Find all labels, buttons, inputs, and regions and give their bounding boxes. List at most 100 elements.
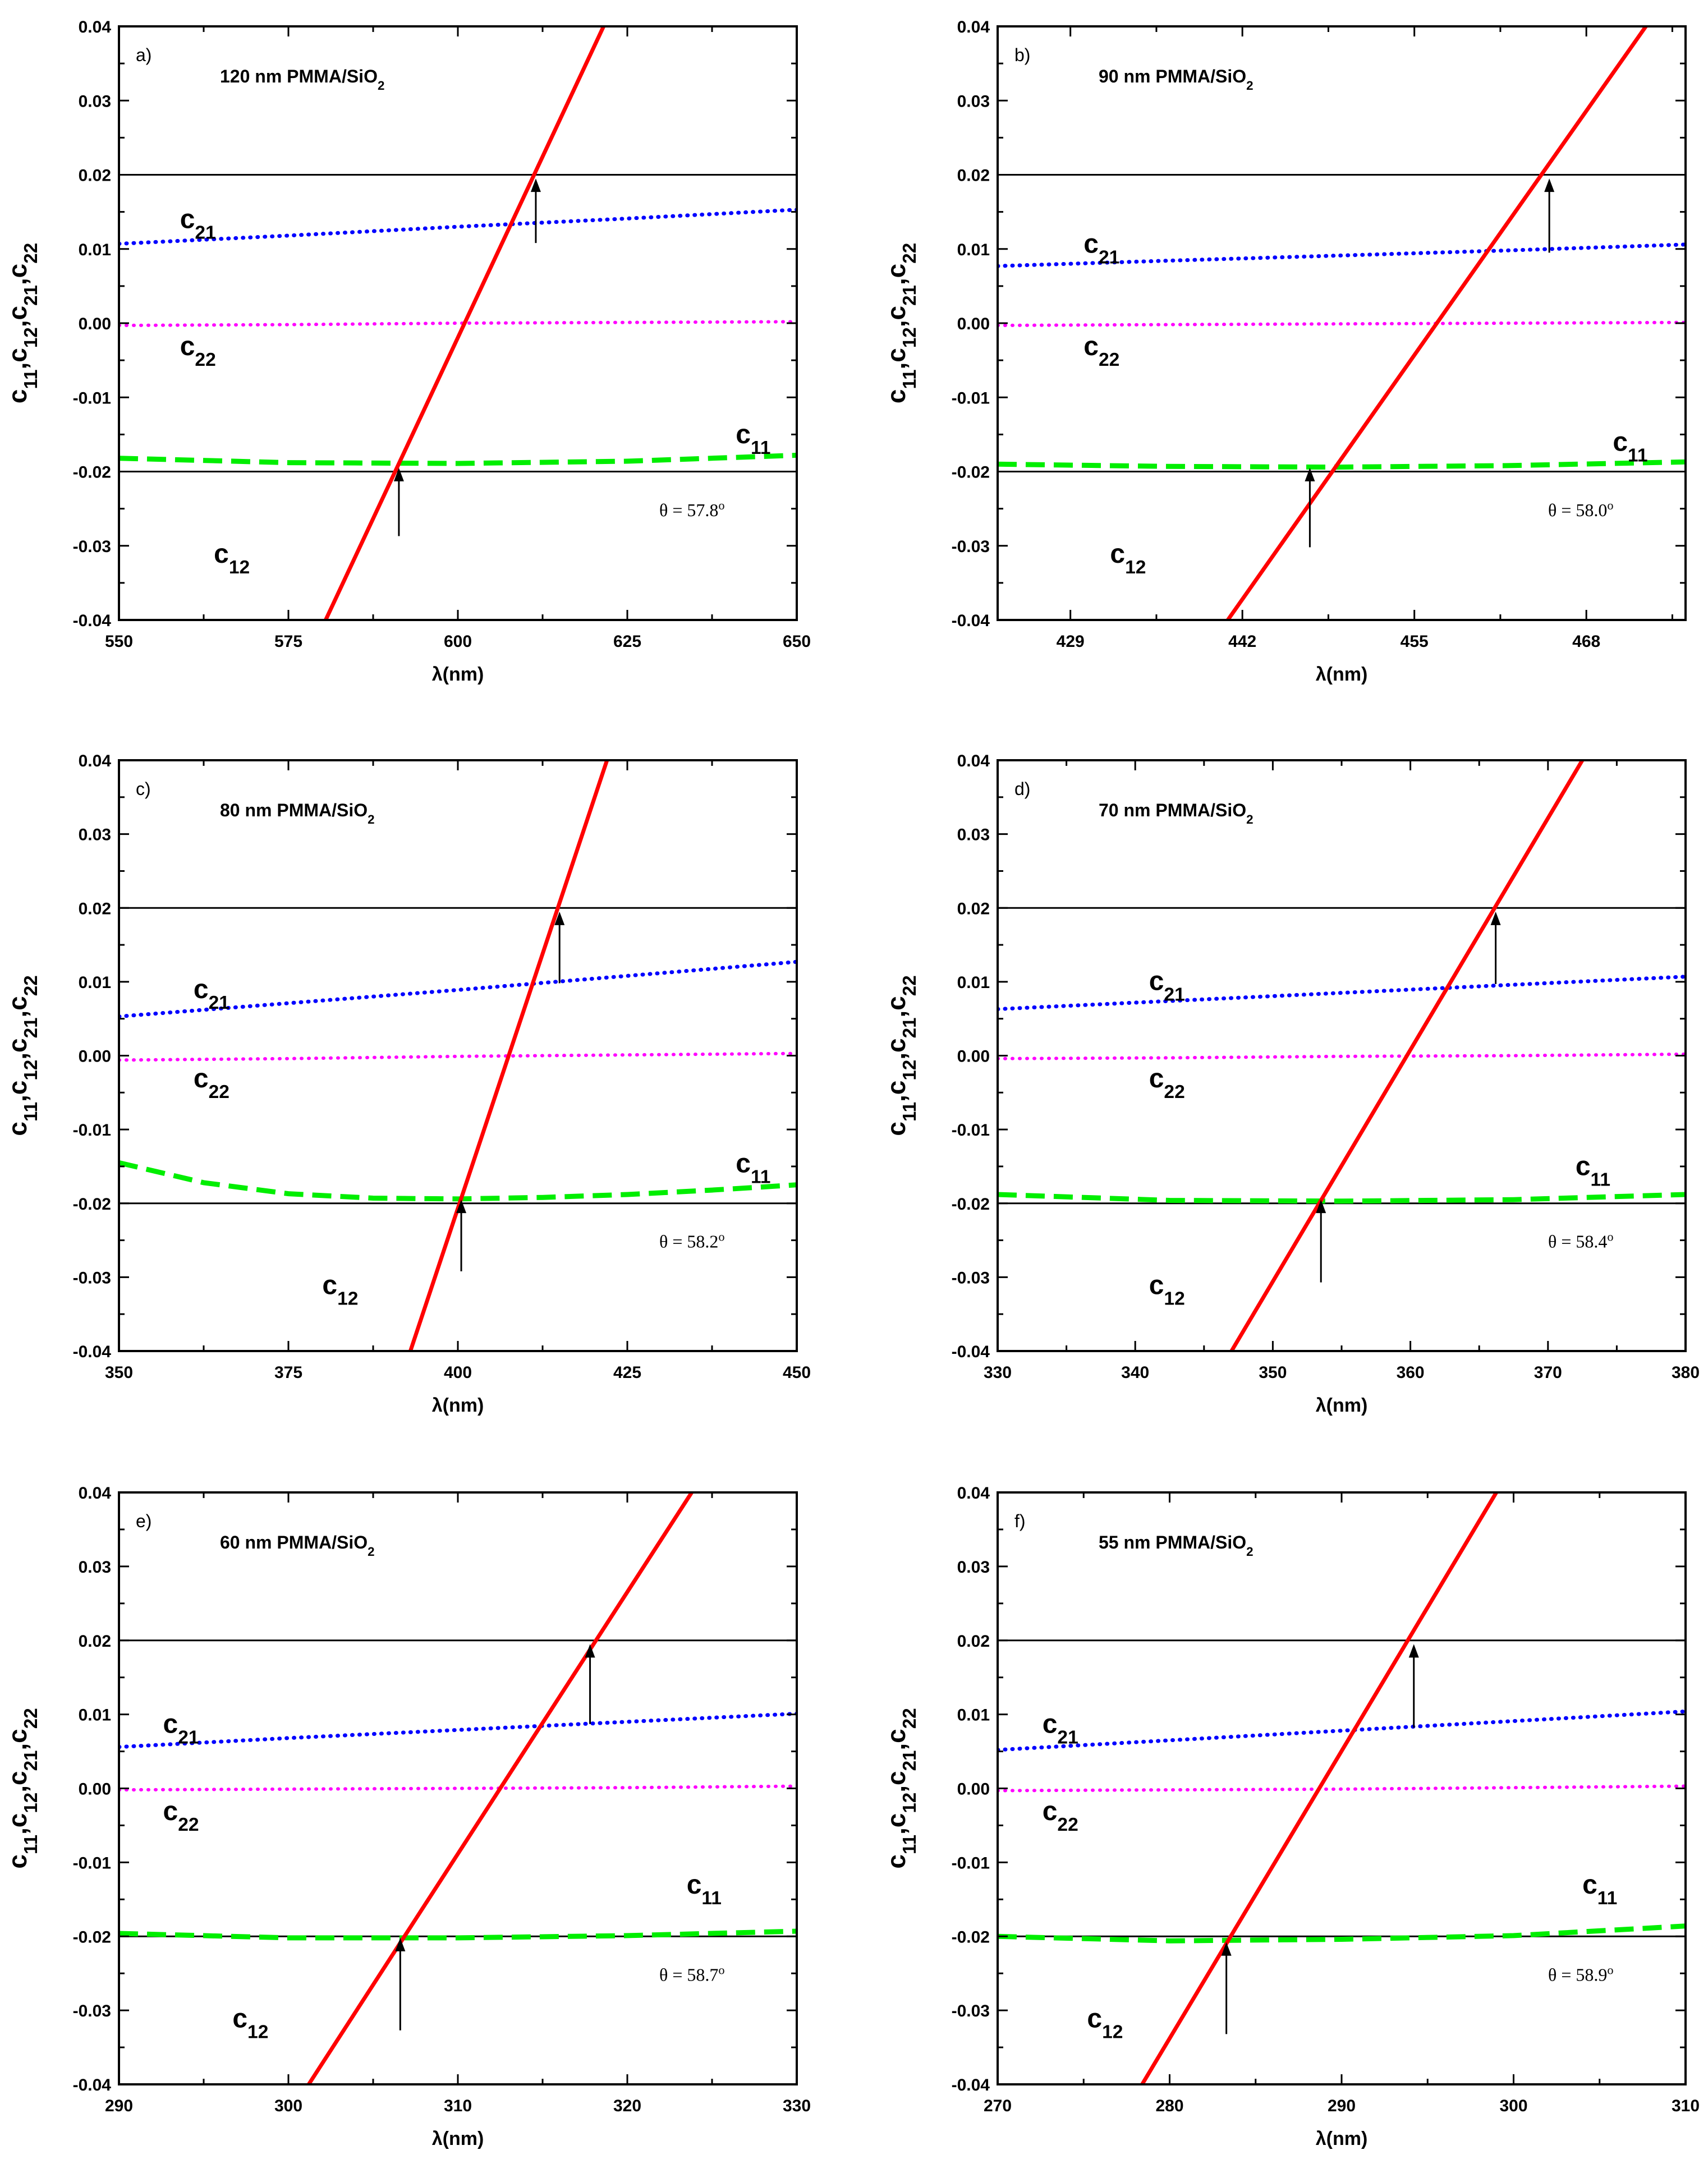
y-title-comma: ,: [3, 1827, 32, 1835]
curve-label-c11-base: c: [1576, 1152, 1591, 1182]
y-title-comma: ,: [3, 362, 32, 370]
y-tick-label: 0.04: [957, 752, 990, 770]
y-title-c: c: [881, 1771, 911, 1785]
y-tick-label: 0.03: [79, 826, 111, 844]
arrow-head-1: [1316, 1200, 1326, 1214]
x-tick-label: 575: [274, 632, 302, 651]
y-title-c: c: [3, 1038, 32, 1053]
curve-label-c21-base: c: [1149, 966, 1164, 996]
series-c21-dots: [119, 208, 797, 246]
theta-label: θ = 57.8o: [659, 498, 725, 520]
series-c12: [307, 1492, 694, 2084]
series-c22: [119, 1784, 797, 1792]
y-title-comma: ,: [881, 1785, 911, 1793]
series-c22: [119, 320, 797, 327]
y-tick-label: 0.04: [79, 1484, 112, 1503]
plot-area: [998, 26, 1686, 620]
curve-label-c21: c21: [1043, 1710, 1078, 1748]
x-axis-title: λ(nm): [1316, 2128, 1368, 2149]
series-c12: [324, 26, 605, 620]
y-tick-label: 0.04: [79, 18, 112, 36]
curve-label-c11-sub: 11: [1597, 1887, 1618, 1908]
y-axis-title: c11,c12,c21,c22: [3, 975, 42, 1136]
curve-label-c11-sub: 11: [1628, 445, 1648, 466]
y-title-c: c: [3, 1122, 32, 1136]
y-tick-label: -0.02: [952, 463, 990, 482]
x-tick-label: 370: [1534, 1363, 1562, 1382]
x-tick-label: 375: [274, 1363, 302, 1382]
y-title-sub: 11: [21, 1102, 42, 1122]
y-title-sub: 21: [899, 1018, 920, 1039]
curve-label-c21-sub: 21: [195, 222, 215, 243]
theta-value: θ = 58.2: [659, 1232, 718, 1252]
y-tick-label: 0.03: [79, 1558, 111, 1577]
curve-label-c21: c21: [1083, 229, 1119, 268]
curve-label-c22-sub: 22: [178, 1814, 199, 1835]
y-tick-label: -0.04: [73, 1343, 112, 1361]
curve-label-c22-base: c: [180, 332, 195, 361]
curve-label-c11: c11: [687, 1870, 722, 1909]
y-tick-label: -0.02: [952, 1195, 990, 1214]
y-title-comma: ,: [881, 1095, 911, 1102]
curve-label-c12-sub: 12: [337, 1288, 358, 1309]
x-tick-label: 300: [274, 2097, 302, 2115]
curve-label-c11-sub: 11: [1591, 1169, 1611, 1190]
curve-label-c11: c11: [1613, 427, 1647, 466]
y-tick-label: -0.01: [73, 1854, 111, 1872]
curve-label-c12: c12: [1087, 2004, 1123, 2042]
curve-label-c22-base: c: [1083, 332, 1099, 361]
y-tick-label: -0.01: [952, 1854, 990, 1872]
y-tick-label: 0.00: [79, 1780, 111, 1799]
curve-label-c12-sub: 12: [229, 557, 250, 578]
curve-label-c22-base: c: [1149, 1064, 1164, 1094]
curve-label-c12-base: c: [232, 2004, 247, 2033]
panel-f: -0.04 -0.03 -0.02 -0.01 0.00 0.01 0.02 0.03 0.04…: [881, 1484, 1700, 2149]
x-tick-label: 330: [984, 1363, 1012, 1382]
y-title-c: c: [881, 389, 911, 404]
plot-area: [119, 760, 797, 1351]
curve-label-c22: c22: [1083, 332, 1119, 370]
y-title-sub: 11: [899, 1835, 920, 1854]
curve-label-c21-base: c: [1043, 1710, 1058, 1739]
theta-label: θ = 58.0o: [1548, 498, 1614, 520]
y-tick-label: -0.04: [952, 1343, 990, 1361]
x-axis-title: λ(nm): [432, 1395, 484, 1416]
series-c11: [119, 1928, 797, 1941]
curve-label-c11: c11: [736, 420, 770, 458]
y-tick-label: 0.02: [79, 167, 111, 185]
panel-c: -0.04 -0.03 -0.02 -0.01 0.00 0.01 0.02 0.03 0.04…: [3, 752, 811, 1416]
arrow-head-0: [1408, 1644, 1419, 1658]
curve-label-c12-sub: 12: [1164, 1288, 1184, 1309]
x-tick-label: 270: [984, 2097, 1012, 2115]
curve-label-c12-base: c: [1110, 539, 1125, 569]
y-tick-label: -0.01: [952, 389, 990, 407]
y-title-sub: 12: [899, 1060, 920, 1081]
y-tick-label: 0.03: [957, 1558, 990, 1577]
x-axis-title: λ(nm): [432, 664, 484, 685]
x-tick-label: 425: [613, 1363, 641, 1382]
y-tick-label: 0.02: [79, 1632, 111, 1651]
y-tick-label: 0.02: [957, 899, 990, 918]
curve-label-c21-sub: 21: [178, 1727, 199, 1748]
curve-label-c22-sub: 22: [1164, 1082, 1184, 1102]
curve-label-c12-base: c: [1087, 2004, 1102, 2033]
x-tick-label: 429: [1057, 632, 1085, 651]
y-tick-label: -0.04: [952, 612, 990, 630]
y-tick-label: -0.01: [952, 1121, 990, 1140]
sample-title-sub: 2: [368, 812, 374, 826]
sample-title-base: 90 nm PMMA/SiO: [1099, 66, 1246, 86]
y-axis-title: c11,c12,c21,c22: [881, 975, 920, 1136]
curve-label-c11-base: c: [736, 420, 751, 449]
y-title-c: c: [881, 1038, 911, 1053]
y-tick-label: -0.04: [952, 2076, 990, 2094]
x-tick-label: 310: [1672, 2097, 1700, 2115]
y-tick-label: -0.04: [73, 612, 112, 630]
curve-label-c11-sub: 11: [701, 1887, 722, 1908]
panel-b: -0.04 -0.03 -0.02 -0.01 0.00 0.01 0.02 0.03 0.04…: [881, 18, 1687, 685]
theta-degree: o: [718, 498, 724, 512]
y-title-comma: ,: [881, 278, 911, 285]
theta-value: θ = 58.7: [659, 1964, 718, 1984]
y-title-c: c: [881, 1854, 911, 1869]
curve-label-c12-sub: 12: [247, 2022, 268, 2042]
